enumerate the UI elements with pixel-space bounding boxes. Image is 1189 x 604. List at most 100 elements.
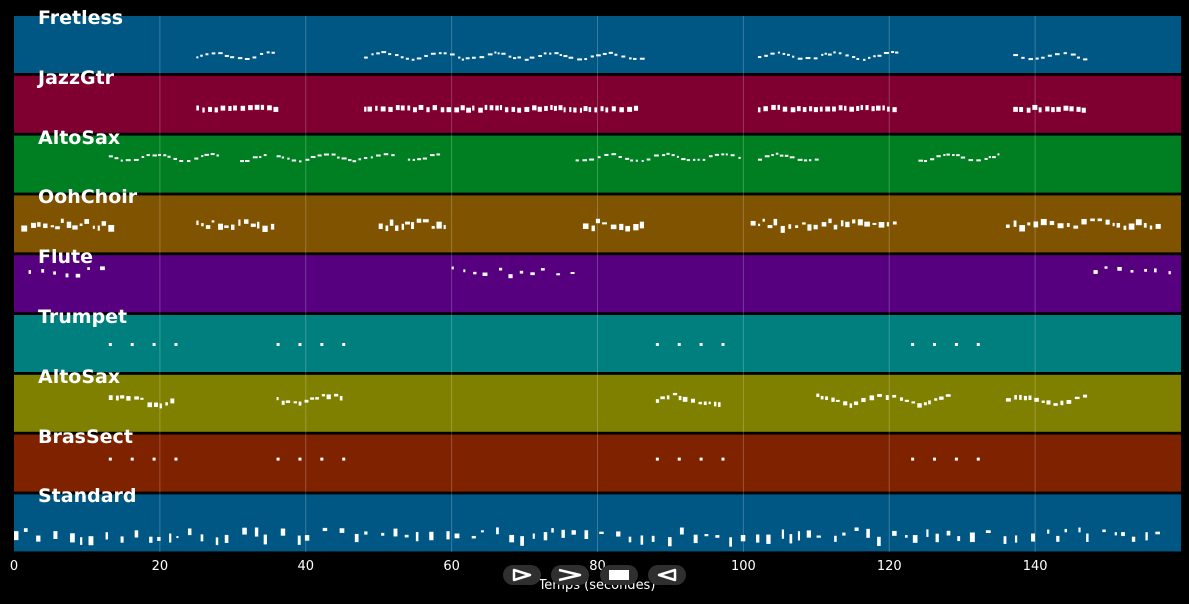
note	[260, 52, 264, 55]
note	[933, 457, 937, 461]
note	[134, 530, 139, 538]
note	[480, 530, 484, 533]
note	[407, 105, 411, 111]
stop-button[interactable]	[600, 565, 638, 585]
note	[220, 105, 226, 111]
note	[797, 531, 801, 541]
note	[66, 221, 72, 228]
note	[918, 159, 923, 162]
note	[883, 51, 889, 54]
note	[1028, 58, 1033, 61]
note	[602, 52, 607, 55]
note	[471, 535, 476, 539]
note	[411, 222, 414, 230]
note	[795, 225, 799, 229]
note	[524, 58, 529, 61]
note	[263, 534, 267, 545]
note	[267, 105, 272, 111]
note	[466, 107, 472, 113]
forward-button[interactable]	[551, 565, 589, 585]
note	[715, 535, 720, 538]
note	[108, 224, 115, 232]
note	[443, 52, 447, 55]
note	[714, 153, 719, 156]
note	[152, 457, 156, 461]
note	[813, 224, 818, 230]
note	[1070, 53, 1076, 56]
note	[1135, 219, 1142, 226]
note	[218, 223, 224, 230]
note	[1032, 104, 1038, 110]
note	[201, 223, 204, 227]
track-band	[14, 374, 1181, 432]
note	[619, 223, 624, 231]
note	[1038, 107, 1042, 113]
note	[84, 219, 90, 224]
note	[856, 105, 860, 111]
note	[436, 221, 442, 229]
note	[339, 395, 343, 401]
note	[616, 531, 621, 537]
note	[852, 56, 856, 59]
play-button[interactable]	[503, 565, 541, 585]
note	[1144, 268, 1148, 272]
note	[404, 534, 409, 538]
note	[1040, 218, 1047, 226]
note	[273, 106, 279, 112]
note	[1069, 106, 1074, 112]
note	[1034, 397, 1039, 402]
note	[1051, 107, 1055, 113]
note	[550, 104, 553, 110]
note	[784, 154, 789, 157]
track-label: BrasSect	[38, 425, 133, 448]
note	[790, 107, 796, 113]
note	[582, 223, 589, 229]
note	[465, 57, 470, 60]
note	[553, 105, 557, 111]
track-label: JazzGtr	[38, 66, 115, 89]
note	[391, 154, 395, 157]
note	[146, 154, 150, 157]
note	[385, 225, 389, 232]
note	[588, 107, 592, 113]
note	[639, 57, 645, 60]
play-icon	[512, 568, 532, 582]
note	[1057, 223, 1064, 229]
note	[976, 159, 981, 162]
note	[833, 51, 836, 54]
note	[708, 401, 711, 405]
track-band	[14, 135, 1181, 193]
note	[310, 155, 316, 158]
note	[163, 154, 167, 157]
note	[827, 53, 832, 56]
note	[108, 155, 113, 158]
note	[877, 393, 882, 397]
note	[317, 154, 322, 157]
note	[304, 535, 310, 541]
note	[945, 394, 951, 397]
note	[640, 535, 644, 545]
note	[416, 218, 422, 223]
note	[813, 57, 818, 60]
note	[905, 535, 908, 538]
note	[988, 156, 991, 159]
note	[666, 152, 670, 155]
note	[23, 528, 28, 532]
x-tick-label: 100	[730, 559, 756, 574]
track-label: Fretless	[38, 7, 124, 29]
note	[957, 536, 961, 542]
note	[611, 106, 616, 112]
note	[115, 395, 119, 401]
note	[352, 160, 357, 163]
note	[70, 533, 75, 543]
note	[400, 105, 405, 111]
x-tick-label: 120	[876, 559, 902, 574]
note	[257, 221, 260, 229]
note	[401, 223, 405, 230]
note	[14, 531, 19, 541]
note	[508, 55, 512, 58]
note	[108, 457, 112, 461]
note	[1083, 58, 1088, 61]
note	[1073, 225, 1079, 229]
back-button[interactable]	[648, 565, 686, 585]
